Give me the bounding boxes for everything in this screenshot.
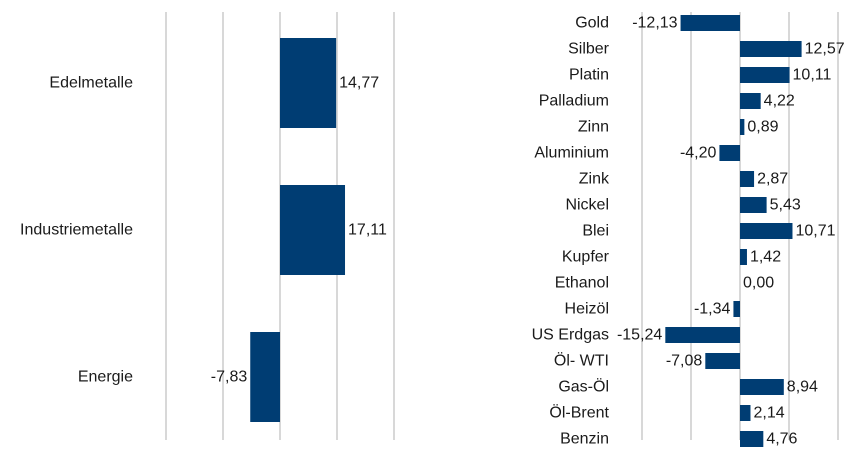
bar-zinn — [740, 119, 744, 135]
value-label-zink: 2,87 — [757, 171, 788, 188]
value-label-aluminium: -4,20 — [680, 145, 717, 162]
category-label-aluminium: Aluminium — [534, 145, 609, 162]
bar-gas-oel — [740, 379, 784, 395]
category-label-silber: Silber — [568, 41, 610, 58]
value-label-platin: 10,11 — [793, 67, 832, 84]
category-label-palladium: Palladium — [539, 93, 609, 110]
value-label-kupfer: 1,42 — [750, 249, 781, 266]
category-label-industriemetalle: Industriemetalle — [20, 222, 133, 239]
bar-platin — [740, 67, 790, 83]
bar-blei — [740, 223, 792, 239]
bar-edelmetalle — [280, 38, 336, 128]
category-label-benzin: Benzin — [560, 431, 609, 448]
bar-silber — [740, 41, 802, 57]
value-label-energie: -7,83 — [211, 369, 248, 386]
bar-oel-wti — [705, 353, 740, 369]
sector-bar-chart: Edelmetalle 14,77 Industriemetalle 17,11 Ene… — [20, 12, 394, 440]
category-label-gold: Gold — [575, 15, 609, 32]
value-label-heizoel: -1,34 — [694, 301, 731, 318]
category-label-energie: Energie — [78, 369, 133, 386]
value-label-silber: 12,57 — [805, 41, 845, 58]
category-label-edelmetalle: Edelmetalle — [49, 75, 133, 92]
category-label-zink: Zink — [579, 171, 610, 188]
bar-heizoel — [733, 301, 740, 317]
bar-energie — [250, 332, 280, 422]
bar-nickel — [740, 197, 767, 213]
bar-us-erdgas — [665, 327, 740, 343]
category-label-heizoel: Heizöl — [565, 301, 609, 318]
commodity-bar-chart: Gold -12,13 Silber 12,57 Platin 10,11 Palladiu… — [532, 12, 845, 448]
value-label-blei: 10,71 — [795, 223, 835, 240]
value-label-nickel: 5,43 — [770, 197, 801, 214]
category-label-oel-brent: Öl-Brent — [549, 404, 609, 422]
bar-oel-brent — [740, 405, 750, 421]
value-label-us-erdgas: -15,24 — [617, 327, 662, 344]
value-label-gas-oel: 8,94 — [787, 379, 818, 396]
category-label-ethanol: Ethanol — [555, 275, 609, 292]
bar-benzin — [740, 431, 763, 447]
bar-zink — [740, 171, 754, 187]
value-label-oel-brent: 2,14 — [753, 405, 784, 422]
value-label-ethanol: 0,00 — [743, 275, 774, 292]
bar-gold — [681, 15, 740, 31]
category-label-blei: Blei — [582, 223, 609, 240]
value-label-edelmetalle: 14,77 — [339, 75, 379, 92]
category-label-kupfer: Kupfer — [562, 249, 610, 266]
value-label-oel-wti: -7,08 — [666, 353, 703, 370]
value-label-benzin: 4,76 — [766, 431, 797, 448]
category-label-nickel: Nickel — [565, 197, 609, 214]
bar-industriemetalle — [280, 185, 345, 275]
category-label-zinn: Zinn — [578, 119, 609, 136]
category-label-us-erdgas: US Erdgas — [532, 327, 609, 344]
category-label-gas-oel: Gas-Öl — [558, 378, 609, 396]
category-label-oel-wti: Öl- WTI — [554, 352, 609, 370]
bar-kupfer — [740, 249, 747, 265]
value-label-gold: -12,13 — [632, 15, 677, 32]
bar-aluminium — [719, 145, 740, 161]
value-label-zinn: 0,89 — [747, 119, 778, 136]
value-label-palladium: 4,22 — [764, 93, 795, 110]
category-label-platin: Platin — [569, 67, 609, 84]
bar-palladium — [740, 93, 761, 109]
value-label-industriemetalle: 17,11 — [348, 222, 387, 239]
